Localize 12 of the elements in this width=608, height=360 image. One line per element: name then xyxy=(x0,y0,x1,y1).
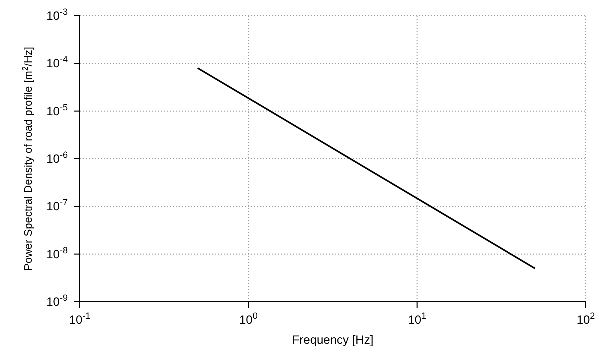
x-tick-label: 10$^{1}$ xyxy=(408,311,427,327)
x-axis-title: Frequency [Hz] xyxy=(292,333,374,347)
y-tick-label: 10$^{-9}$ xyxy=(46,293,68,309)
x-tick-label: 10$^{0}$ xyxy=(239,311,258,327)
x-tick-label: 10$^{-1}$ xyxy=(69,311,91,327)
y-tick-label: 10$^{-4}$ xyxy=(46,54,68,71)
y-tick-label: 10$^{-8}$ xyxy=(46,245,68,262)
y-tick-label: 10$^{-5}$ xyxy=(46,102,68,118)
y-tick-label: 10$^{-3}$ xyxy=(46,7,68,23)
x-tick-label: 10$^{2}$ xyxy=(576,311,596,327)
y-tick-label: 10$^{-7}$ xyxy=(46,198,68,214)
y-tick-label: 10$^{-6}$ xyxy=(46,150,68,166)
